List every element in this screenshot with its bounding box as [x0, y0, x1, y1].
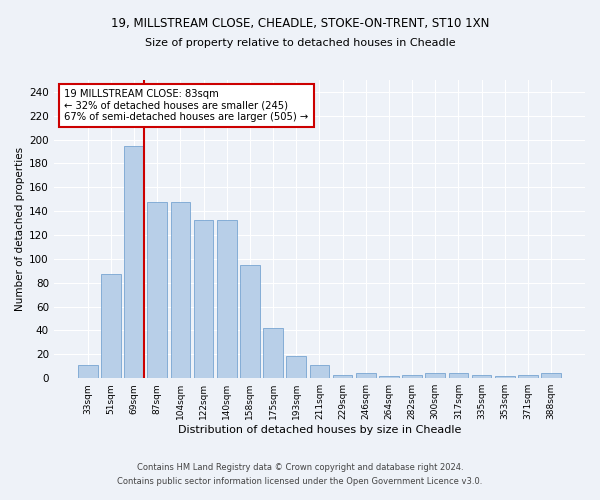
Bar [449, 374, 468, 378]
Bar [495, 376, 515, 378]
Bar [402, 374, 422, 378]
Text: Contains public sector information licensed under the Open Government Licence v3: Contains public sector information licen… [118, 477, 482, 486]
Bar [148, 202, 167, 378]
Bar [194, 220, 214, 378]
Bar [356, 374, 376, 378]
Text: Contains HM Land Registry data © Crown copyright and database right 2024.: Contains HM Land Registry data © Crown c… [137, 464, 463, 472]
Text: 19 MILLSTREAM CLOSE: 83sqm
← 32% of detached houses are smaller (245)
67% of sem: 19 MILLSTREAM CLOSE: 83sqm ← 32% of deta… [64, 89, 308, 122]
Bar [124, 146, 144, 378]
X-axis label: Distribution of detached houses by size in Cheadle: Distribution of detached houses by size … [178, 425, 461, 435]
Y-axis label: Number of detached properties: Number of detached properties [15, 147, 25, 311]
Bar [78, 365, 98, 378]
Bar [310, 365, 329, 378]
Bar [541, 374, 561, 378]
Bar [170, 202, 190, 378]
Bar [379, 376, 399, 378]
Bar [472, 374, 491, 378]
Bar [518, 374, 538, 378]
Bar [101, 274, 121, 378]
Bar [286, 356, 306, 378]
Text: Size of property relative to detached houses in Cheadle: Size of property relative to detached ho… [145, 38, 455, 48]
Text: 19, MILLSTREAM CLOSE, CHEADLE, STOKE-ON-TRENT, ST10 1XN: 19, MILLSTREAM CLOSE, CHEADLE, STOKE-ON-… [111, 18, 489, 30]
Bar [217, 220, 236, 378]
Bar [425, 374, 445, 378]
Bar [263, 328, 283, 378]
Bar [333, 374, 352, 378]
Bar [240, 265, 260, 378]
